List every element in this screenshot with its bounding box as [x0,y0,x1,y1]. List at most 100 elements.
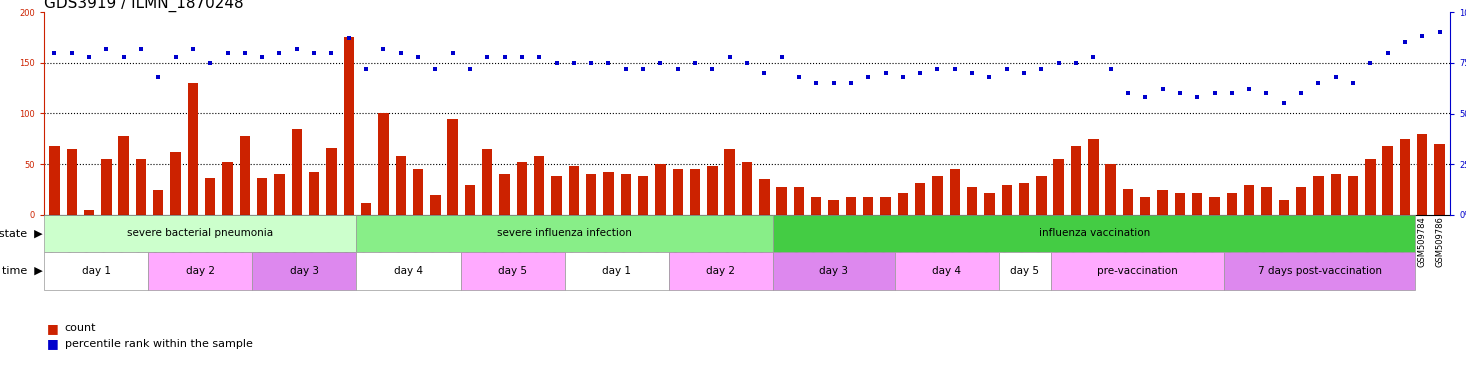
Text: day 3: day 3 [290,266,320,276]
Point [839,80,862,86]
Point [718,54,742,60]
Point [736,60,759,66]
Point [579,60,603,66]
Point [441,50,465,56]
Point [388,50,412,56]
Point [1133,94,1157,100]
Bar [1331,174,1341,215]
Bar [465,185,475,215]
Point [1272,100,1296,106]
Bar [274,174,284,215]
Bar [1054,159,1064,215]
Point [597,60,620,66]
Point [1220,90,1243,96]
Bar [777,187,787,215]
Point [43,50,66,56]
Bar [396,156,406,215]
Bar [447,119,457,215]
Point [943,66,966,72]
Point [1100,66,1123,72]
Text: time  ▶: time ▶ [1,266,43,276]
Point [1255,90,1278,96]
Bar [1418,134,1428,215]
Point [1341,80,1365,86]
Text: day 5: day 5 [1010,266,1039,276]
Point [995,66,1019,72]
Point [856,74,880,80]
Point [960,70,984,76]
Bar [1227,193,1237,215]
Bar [1141,197,1151,215]
Point [372,45,396,51]
Bar [1123,189,1133,215]
Bar [170,152,180,215]
Bar [119,136,129,215]
Bar [655,164,666,215]
Point [355,66,378,72]
Bar [257,179,267,215]
Bar [759,179,770,215]
Bar [413,169,424,215]
Point [459,66,482,72]
Bar [968,187,978,215]
Text: count: count [65,323,97,333]
Point [1186,94,1209,100]
Point [632,66,655,72]
Point [182,45,205,51]
Bar [430,195,440,215]
Bar [846,197,856,215]
Bar [863,197,874,215]
Point [78,54,101,60]
Text: day 1: day 1 [603,266,632,276]
Bar [516,162,528,215]
Point [822,80,846,86]
Point [545,60,569,66]
Bar [1036,176,1047,215]
Text: ■: ■ [47,322,59,335]
Bar [894,252,998,290]
Bar [50,146,60,215]
Text: ■: ■ [47,337,59,350]
Bar [1019,182,1029,215]
Bar [897,193,907,215]
Bar [1434,144,1445,215]
Point [701,66,724,72]
Point [111,54,135,60]
Bar [950,169,960,215]
Bar [1382,146,1393,215]
Text: severe influenza infection: severe influenza infection [497,228,632,238]
Bar [551,176,561,215]
Bar [252,252,356,290]
Bar [915,182,925,215]
Point [1064,60,1088,66]
Bar [1314,176,1324,215]
Bar [152,190,164,215]
Bar [101,159,111,215]
Bar [1245,185,1255,215]
Bar [932,176,943,215]
Text: day 1: day 1 [82,266,110,276]
Point [1047,60,1070,66]
Bar [343,37,353,215]
Bar [1174,193,1185,215]
Bar [668,252,773,290]
Point [1290,90,1314,96]
Bar [356,215,773,252]
Point [60,50,84,56]
Point [1082,54,1105,60]
Bar [673,169,683,215]
Text: 7 days post-vaccination: 7 days post-vaccination [1258,266,1382,276]
Bar [564,252,668,290]
Bar [1051,252,1224,290]
Point [1393,40,1416,46]
Point [891,74,915,80]
Bar [327,148,337,215]
Text: percentile rank within the sample: percentile rank within the sample [65,339,252,349]
Point [1202,90,1226,96]
Bar [482,149,493,215]
Point [648,60,671,66]
Point [1410,33,1434,40]
Bar [1157,190,1168,215]
Bar [460,252,564,290]
Point [424,66,447,72]
